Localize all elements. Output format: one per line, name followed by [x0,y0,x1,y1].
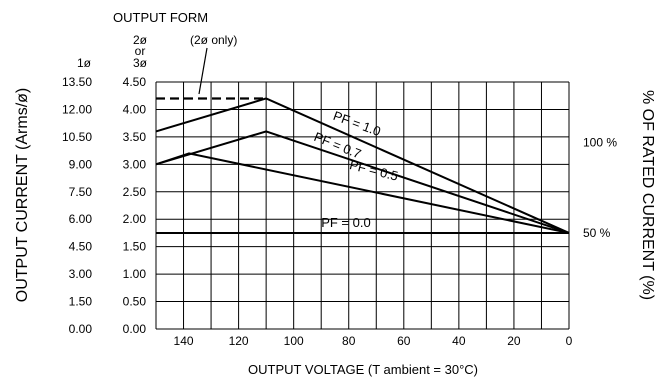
y-tick-1phase-4: 6.00 [69,212,93,226]
series-label-3: PF = 0.0 [321,215,371,230]
col-23phase-label-line-1: 2ø [133,33,148,47]
x-tick-0: 140 [174,334,194,348]
y-tick-1phase-3: 4.50 [69,240,93,254]
y-tick-1phase-8: 12.00 [62,102,92,116]
y-axis-label-right: % OF RATED CURRENT (%) [639,90,656,300]
series-line-0 [155,97,570,234]
x-tick-7: 0 [566,334,573,348]
col-23phase-label-line-3: 3ø [133,56,148,70]
x-tick-labels: 140 120 100 80 60 40 20 0 [174,334,573,348]
y-tick-23phase-8: 4.00 [123,102,147,116]
y-tick-23phase-6: 3.00 [123,157,147,171]
y-tick-1phase-5: 7.50 [69,185,93,199]
y-tick-23phase-1: 0.50 [123,295,147,309]
x-tick-5: 40 [452,334,466,348]
series-line-2 [155,152,570,234]
series-lines [155,97,570,234]
y-tick-23phase-3: 1.50 [123,240,147,254]
y-tick-labels: 0.00 0.50 1.00 1.50 2.00 2.50 3.00 3.50 4.00 4.50… [62,75,146,336]
x-tick-2: 100 [284,334,304,348]
x-tick-1: 120 [229,334,249,348]
right-annotation-1: 50 % [583,226,611,240]
annotations: PF = 1.0PF = 0.7PF = 0.5 PF = 0.0 100 % 50 … [312,108,618,240]
x-tick-6: 20 [507,334,521,348]
output-form-label: OUTPUT FORM [113,10,208,25]
series-label-1: PF = 0.7 [312,129,364,161]
y-tick-23phase-0: 0.00 [123,322,147,336]
y-tick-23phase-2: 1.00 [123,267,147,281]
col-1phase-label: 1ø [77,56,92,70]
y-tick-23phase-5: 2.50 [123,185,147,199]
x-tick-4: 60 [397,334,411,348]
y-tick-1phase-9: 13.50 [62,75,92,89]
y-tick-23phase-7: 3.50 [123,130,147,144]
y-tick-1phase-6: 9.00 [69,157,93,171]
x-tick-3: 80 [342,334,356,348]
y-tick-1phase-2: 3.00 [69,267,93,281]
two-phase-only-pointer [198,47,208,95]
y-tick-1phase-0: 0.00 [69,322,93,336]
series-label-0: PF = 1.0 [331,108,383,139]
col-23phase-label-line-2: or [135,44,146,58]
y-tick-1phase-7: 10.50 [62,130,92,144]
y-axis-label-left: OUTPUT CURRENT (Arms/ø) [14,88,31,303]
y-tick-23phase-4: 2.00 [123,212,147,226]
y-tick-23phase-9: 4.50 [123,75,147,89]
y-tick-1phase-1: 1.50 [69,295,93,309]
x-axis-label: OUTPUT VOLTAGE (T ambient = 30°C) [248,362,478,377]
right-annotation-0: 100 % [583,135,617,149]
series-label-2: PF = 0.5 [348,157,400,184]
two-phase-only-note: (2ø only) [190,33,237,47]
